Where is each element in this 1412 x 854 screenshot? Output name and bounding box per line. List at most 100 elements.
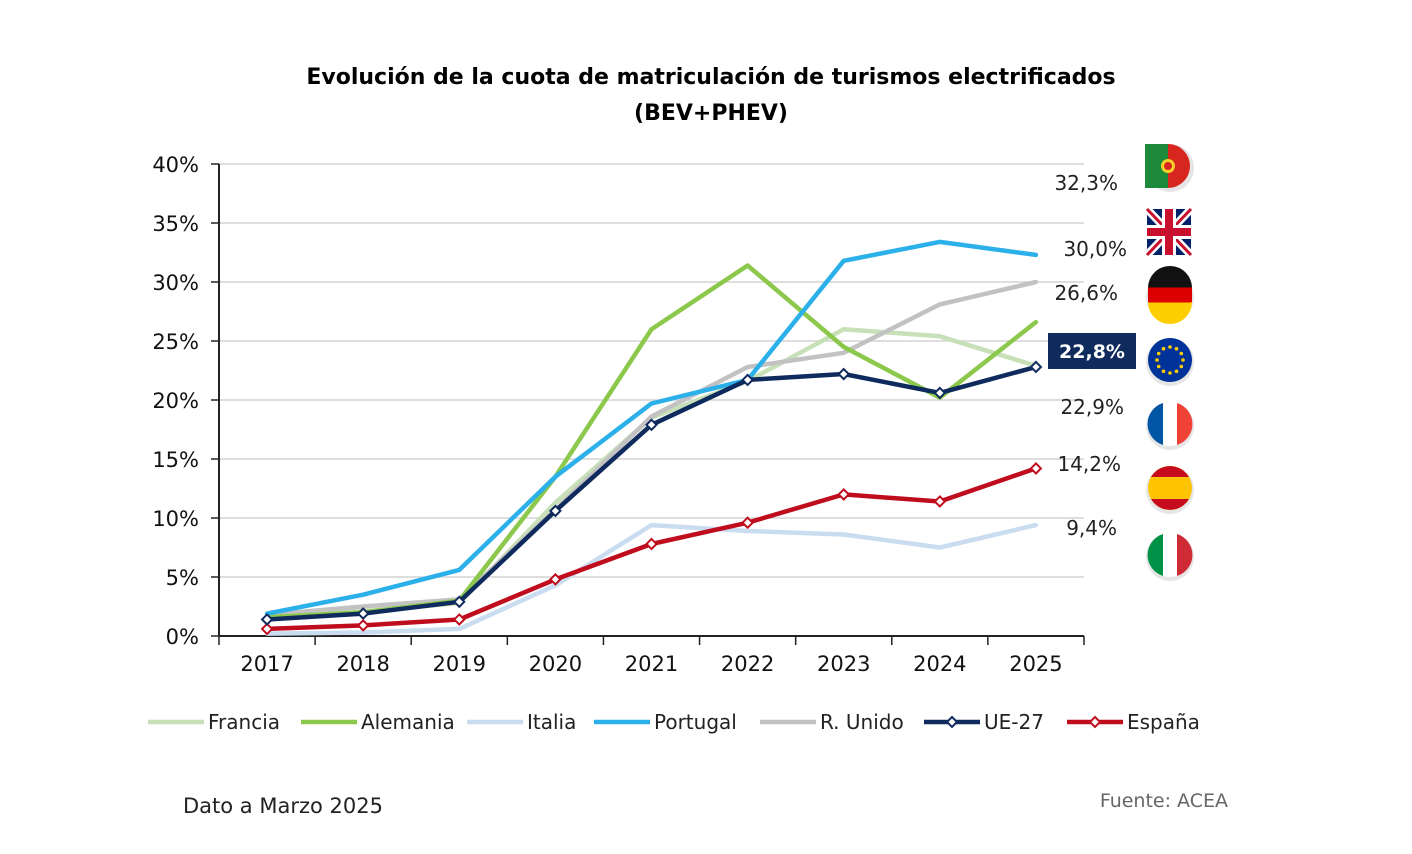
end-label: 14,2%	[1057, 452, 1121, 476]
data-point-ue-27	[645, 418, 658, 432]
data-point-ue-27	[548, 504, 562, 518]
flag-red-top	[1151, 466, 1189, 477]
flag-black	[1148, 266, 1192, 288]
legend: Francia Alemania Italia Portugal R. Unido UE-…	[148, 710, 1200, 734]
highlight-label-box	[1048, 333, 1136, 369]
flag-blue	[1147, 403, 1163, 445]
flag-star	[1168, 371, 1172, 375]
data-point-ue-27	[1029, 360, 1043, 374]
series-line-r-unido	[264, 279, 1039, 618]
data-point-espa-a	[1029, 462, 1043, 475]
chart-subtitle: (BEV+PHEV)	[634, 101, 788, 126]
flag-star	[1156, 364, 1161, 369]
series-lines	[260, 239, 1043, 636]
grid	[219, 163, 1084, 578]
legend-label: R. Unido	[820, 710, 904, 734]
flag-red-band	[1149, 287, 1191, 303]
france-flag-icon	[1146, 402, 1194, 450]
flag-shield	[1164, 162, 1172, 170]
legend-label: Alemania	[361, 710, 455, 734]
data-point-ue-27	[741, 373, 755, 387]
footnote: Dato a Marzo 2025	[183, 794, 383, 818]
flag-star	[1174, 369, 1179, 374]
flag-red-bottom	[1151, 499, 1189, 510]
end-label: 26,6%	[1054, 281, 1118, 305]
y-tick-label: 30%	[152, 271, 199, 295]
flag-star	[1174, 346, 1179, 351]
flag-gold	[1148, 302, 1192, 324]
x-tick-label: 2018	[336, 652, 389, 676]
y-tick-label: 10%	[152, 507, 199, 531]
data-point-espa-a	[548, 572, 562, 586]
end-label: 32,3%	[1054, 171, 1118, 195]
legend-item-ue-27: UE-27	[924, 710, 1044, 734]
flag-star	[1161, 369, 1166, 374]
data-point-espa-a	[452, 613, 466, 626]
series-line-francia	[264, 326, 1039, 619]
germany-flag-icon	[1146, 266, 1194, 324]
flag-red	[1177, 403, 1193, 445]
spain-flag-icon	[1146, 466, 1194, 514]
flag-star	[1179, 351, 1184, 356]
end-label: 22,9%	[1060, 395, 1124, 419]
end-label-ue27: 22,8%	[1059, 341, 1125, 363]
legend-item-italia: Italia	[467, 710, 576, 734]
eu-flag-icon	[1146, 338, 1194, 386]
y-tick-label: 0%	[166, 625, 199, 649]
x-tick-label: 2023	[817, 652, 870, 676]
end-label: 9,4%	[1066, 516, 1117, 540]
flag-green-band	[1145, 144, 1168, 188]
flag-star	[1181, 358, 1185, 362]
data-point-espa-a	[741, 516, 755, 530]
flag-cross-v-red	[1165, 209, 1173, 255]
chart-title: Evolución de la cuota de matriculación d…	[306, 65, 1115, 90]
legend-marker	[945, 715, 959, 729]
x-tick-label: 2022	[721, 652, 774, 676]
x-tick-label: 2017	[240, 652, 293, 676]
end-label: 30,0%	[1063, 237, 1127, 261]
data-point-ue-27	[260, 613, 274, 626]
data-point-espa-a	[645, 537, 658, 551]
legend-label: Italia	[527, 710, 576, 734]
x-tick-label: 2024	[913, 652, 966, 676]
series-line-alemania	[264, 263, 1039, 620]
flag-green	[1147, 534, 1163, 576]
flag-star	[1168, 345, 1172, 349]
x-tick-label: 2020	[529, 652, 582, 676]
y-tick-label: 15%	[152, 448, 199, 472]
portugal-flag-icon	[1145, 144, 1194, 192]
data-point-ue-27	[933, 386, 947, 400]
legend-item-r-unido: R. Unido	[760, 710, 904, 734]
data-point-espa-a	[837, 487, 851, 501]
italy-flag-icon	[1146, 533, 1194, 581]
y-tick-label: 35%	[152, 212, 199, 236]
x-tick-label: 2019	[433, 652, 486, 676]
legend-label: Francia	[208, 710, 280, 734]
axes: 0% 5% 10% 15% 20% 25% 30% 35% 40% 2017 2018 2019 202…	[152, 153, 1085, 676]
y-tick-label: 20%	[152, 389, 199, 413]
legend-item-alemania: Alemania	[301, 710, 455, 734]
legend-item-espa-a: España	[1067, 710, 1200, 734]
legend-label: Portugal	[654, 710, 737, 734]
source-note: Fuente: ACEA	[1100, 790, 1228, 812]
data-point-ue-27	[837, 367, 851, 381]
data-point-ue-27	[452, 595, 466, 609]
data-point-espa-a	[933, 495, 947, 508]
end-labels: 32,3% 30,0% 26,6% 22,8% 22,9% 14,2% 9,4%	[1048, 171, 1136, 540]
legend-item-portugal: Portugal	[594, 710, 737, 734]
flag-red	[1168, 144, 1190, 188]
flag-star	[1155, 358, 1159, 362]
data-point-ue-27	[356, 607, 370, 620]
series-line-portugal	[264, 239, 1039, 616]
y-tick-label: 5%	[166, 566, 199, 590]
data-point-espa-a	[260, 622, 274, 636]
legend-label: UE-27	[984, 710, 1044, 734]
data-point-espa-a	[356, 618, 370, 632]
legend-marker	[1088, 715, 1102, 729]
flag-red	[1177, 534, 1193, 576]
y-tick-label: 25%	[152, 330, 199, 354]
flag-icons	[1144, 144, 1194, 581]
flag-bg	[1148, 338, 1192, 382]
y-tick-label: 40%	[152, 153, 199, 177]
